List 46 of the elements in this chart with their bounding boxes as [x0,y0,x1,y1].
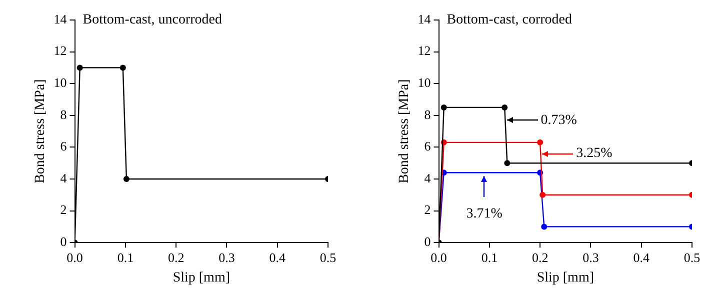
chart-title: Bottom-cast, uncorroded [82,12,222,28]
point [440,104,447,110]
y-tick-label: 10 [54,75,67,90]
y-tick-label: 6 [424,138,432,154]
point [540,192,546,198]
x-tick-label: 0.0 [430,250,447,265]
point [76,64,83,71]
point [120,64,126,71]
y-tick-label: 14 [54,11,68,26]
point [537,139,544,146]
y-tick-label: 4 [424,170,432,186]
x-tick-label: 0.1 [481,250,498,265]
annotation: 3.71% [466,206,503,222]
annotation: 0.73% [540,112,578,128]
y-tick-label: 4 [60,170,68,186]
x-tick-label: 0.0 [66,250,83,265]
y-tick-label: 2 [424,202,431,218]
y-tick-label: 14 [418,11,432,26]
x-tick-label: 0.1 [117,250,134,265]
y-tick-label: 12 [418,43,431,58]
x-tick-label: 0.4 [269,250,286,265]
y-tick-label: 12 [54,43,67,58]
x-axis-title: Slip [mm] [536,270,594,286]
point [504,160,510,166]
x-tick-label: 0.3 [582,250,599,265]
x-tick-label: 0.5 [684,250,700,265]
x-tick-label: 0.2 [532,250,548,265]
x-tick-label: 0.2 [168,250,184,265]
y-tick-label: 6 [60,138,68,154]
y-tick-label: 8 [60,106,67,122]
y-tick-label: 0 [60,234,67,250]
x-tick-label: 0.4 [633,250,650,265]
y-tick-label: 0 [424,234,431,250]
chart-title: Bottom-cast, corroded [446,12,572,28]
point [502,104,508,110]
annotation: 3.25% [576,146,613,162]
y-tick-label: 8 [424,106,431,122]
y-tick-label: 10 [418,75,431,90]
point [123,176,130,182]
x-tick-label: 0.5 [320,250,336,265]
y-axis-title: Bond stress [MPa] [397,79,412,184]
y-axis-title: Bond stress [MPa] [33,79,48,184]
point [541,224,548,230]
x-axis-title: Slip [mm] [172,270,230,286]
x-tick-label: 0.3 [218,250,235,265]
y-tick-label: 2 [60,202,67,218]
